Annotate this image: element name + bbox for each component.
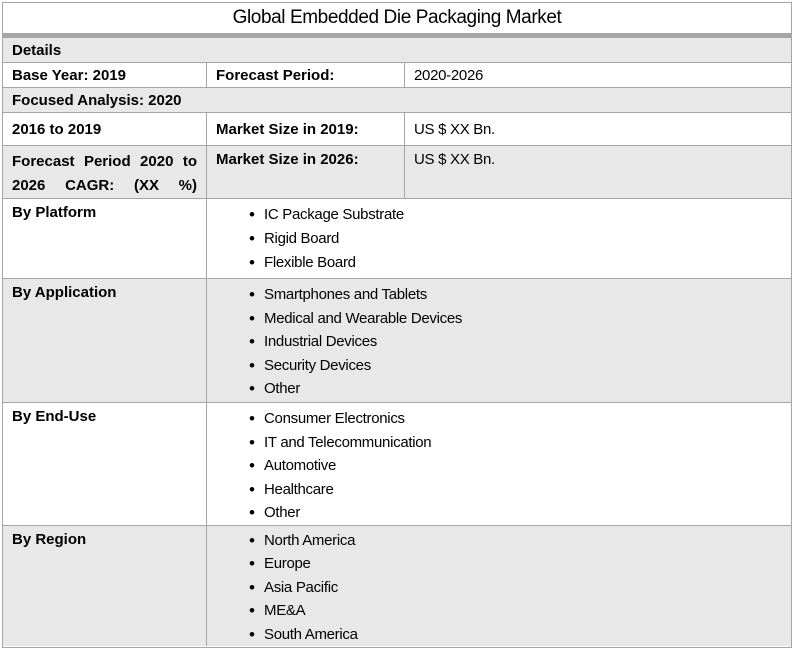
forecast-period-label: Forecast Period: xyxy=(207,63,405,87)
title-separator-band xyxy=(3,33,791,38)
bullet-item: ME&A xyxy=(207,599,791,623)
segment-row-application: By Application Smartphones and TabletsMe… xyxy=(3,279,791,403)
page-title: Global Embedded Die Packaging Market xyxy=(232,7,562,28)
focused-analysis-row: Focused Analysis: 2020 xyxy=(3,88,791,113)
bullet-item: South America xyxy=(207,623,791,646)
bullet-item: North America xyxy=(207,529,791,553)
market-size-2019-label: Market Size in 2019: xyxy=(207,113,405,145)
bullet-item: Rigid Board xyxy=(207,227,791,251)
bullet-item: Consumer Electronics xyxy=(207,407,791,431)
base-year-row: Base Year: 2019 Forecast Period: 2020-20… xyxy=(3,63,791,88)
segment-label-application: By Application xyxy=(3,279,207,402)
bullet-item: Automotive xyxy=(207,454,791,478)
details-header-row: Details xyxy=(3,38,791,63)
segment-items-enduse: Consumer ElectronicsIT and Telecommunica… xyxy=(207,403,791,525)
segment-items-platform: IC Package SubstrateRigid BoardFlexible … xyxy=(207,199,791,278)
bullet-item: Security Devices xyxy=(207,354,791,378)
bullet-list: Consumer ElectronicsIT and Telecommunica… xyxy=(207,403,791,525)
market-size-2026-value: US $ XX Bn. xyxy=(414,151,495,168)
bullet-item: IT and Telecommunication xyxy=(207,431,791,455)
bullet-item: Medical and Wearable Devices xyxy=(207,307,791,331)
bullet-list: Smartphones and TabletsMedical and Weara… xyxy=(207,279,791,401)
bullet-item: Flexible Board xyxy=(207,251,791,275)
cagr-row: Forecast Period 2020 to 2026 CAGR: (XX %… xyxy=(3,146,791,199)
bullet-item: IC Package Substrate xyxy=(207,203,791,227)
forecast-period-value: 2020-2026 xyxy=(414,66,484,84)
table-title-row: Global Embedded Die Packaging Market xyxy=(3,3,791,33)
bullet-item: Europe xyxy=(207,552,791,576)
bullet-item: Industrial Devices xyxy=(207,330,791,354)
segment-label-enduse: By End-Use xyxy=(3,403,207,525)
segment-label-platform: By Platform xyxy=(3,199,207,278)
bullet-list: IC Package SubstrateRigid BoardFlexible … xyxy=(207,199,791,275)
bullet-item: Other xyxy=(207,501,791,525)
segment-row-platform: By Platform IC Package SubstrateRigid Bo… xyxy=(3,199,791,279)
cagr-cell: Forecast Period 2020 to 2026 CAGR: (XX %… xyxy=(3,146,207,198)
bullet-list: North AmericaEuropeAsia PacificME&ASouth… xyxy=(207,526,791,646)
segment-row-region: By Region North AmericaEuropeAsia Pacifi… xyxy=(3,526,791,646)
cagr-label: Forecast Period 2020 to 2026 CAGR: (XX %… xyxy=(12,153,197,194)
historical-period-row: 2016 to 2019 Market Size in 2019: US $ X… xyxy=(3,113,791,146)
segment-items-application: Smartphones and TabletsMedical and Weara… xyxy=(207,279,791,402)
details-header: Details xyxy=(12,41,62,59)
market-summary-table: Global Embedded Die Packaging Market Det… xyxy=(2,2,792,648)
bullet-item: Other xyxy=(207,377,791,401)
market-size-2026-label: Market Size in 2026: xyxy=(207,146,405,198)
segment-items-region: North AmericaEuropeAsia PacificME&ASouth… xyxy=(207,526,791,646)
market-size-2019-value: US $ XX Bn. xyxy=(414,120,495,138)
focused-analysis-label: Focused Analysis: 2020 xyxy=(12,91,182,109)
base-year-label: Base Year: 2019 xyxy=(3,63,207,87)
segment-label-region: By Region xyxy=(3,526,207,646)
segment-row-enduse: By End-Use Consumer ElectronicsIT and Te… xyxy=(3,403,791,526)
bullet-item: Healthcare xyxy=(207,478,791,502)
bullet-item: Asia Pacific xyxy=(207,576,791,600)
historical-period-label: 2016 to 2019 xyxy=(3,113,207,145)
bullet-item: Smartphones and Tablets xyxy=(207,283,791,307)
